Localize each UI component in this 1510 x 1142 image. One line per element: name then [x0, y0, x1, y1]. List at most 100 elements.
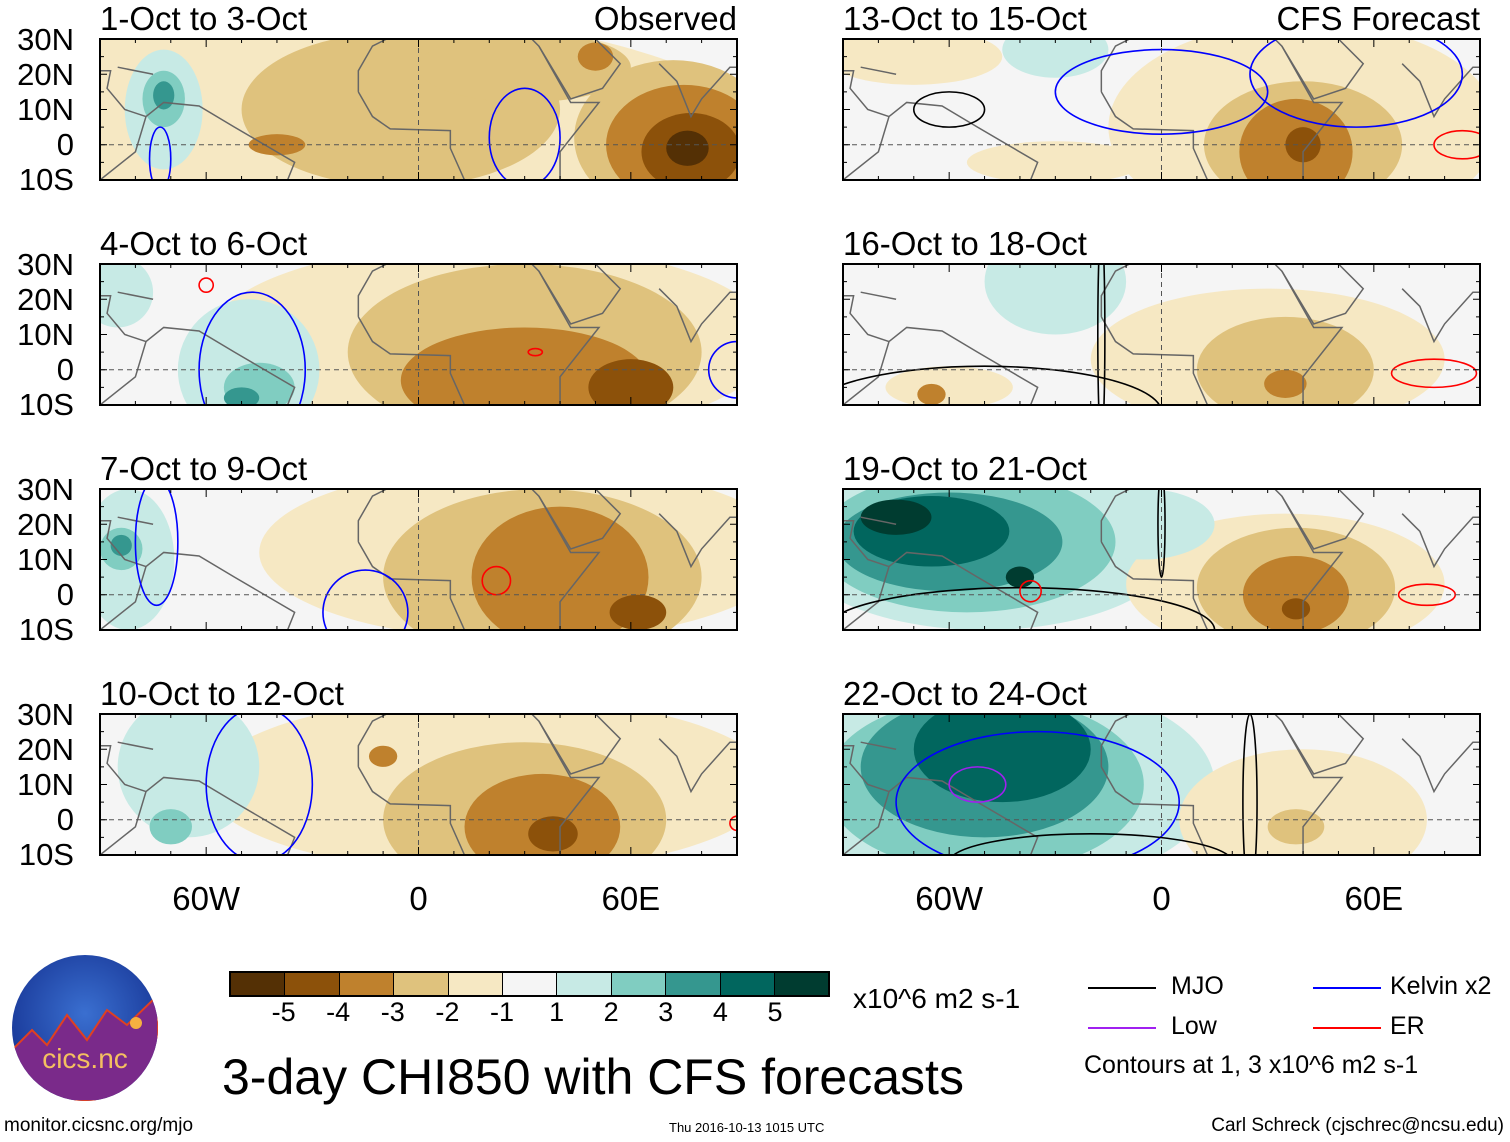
- colorbar-swatch: [448, 973, 503, 995]
- coastline: [860, 66, 897, 75]
- anomaly-region: [1264, 369, 1307, 398]
- coastline: [100, 326, 296, 405]
- mjo-contour: [843, 365, 1161, 405]
- mjo-contour: [1157, 489, 1166, 578]
- colorbar-swatch: [285, 973, 340, 995]
- anomaly-region: [917, 383, 946, 405]
- anomaly-region: [223, 387, 260, 405]
- lon-tick-label: 0: [409, 880, 428, 917]
- lon-tick-label: 60W: [172, 880, 241, 917]
- panel-title: 10-Oct to 12-Oct: [100, 675, 344, 712]
- footer-url[interactable]: monitor.cicsnc.org/mjo: [4, 1115, 194, 1136]
- coastline: [100, 744, 147, 793]
- coastline: [1100, 714, 1344, 855]
- coastline: [1401, 513, 1480, 569]
- lat-tick-label: 0: [56, 127, 74, 162]
- coastline: [843, 101, 1039, 180]
- map-panel: [842, 38, 1481, 181]
- mountain-icon: [12, 992, 158, 1101]
- lat-tick-label: 0: [56, 352, 74, 387]
- contour-note: Contours at 1, 3 x10^6 m2 s-1: [1084, 1051, 1419, 1079]
- kelvin-contour: [1249, 39, 1464, 128]
- er-contour: [1390, 358, 1478, 389]
- coastline: [1100, 264, 1344, 405]
- coastline: [538, 39, 622, 100]
- kelvin-contour: [148, 126, 172, 180]
- coastline: [538, 264, 622, 325]
- lon-tick-label: 60E: [601, 880, 661, 917]
- logo-text: cics.nc: [42, 1043, 128, 1074]
- colorbar-label: -2: [435, 997, 460, 1027]
- lon-tick-label: 60W: [915, 880, 984, 917]
- coastline: [538, 714, 622, 775]
- colorbar-label: 5: [767, 997, 783, 1027]
- coastline: [658, 63, 737, 119]
- low-contour: [948, 766, 1007, 803]
- coastline: [1100, 489, 1344, 630]
- coastline: [658, 288, 737, 344]
- colorbar-label: -4: [326, 997, 351, 1027]
- coastline: [860, 741, 897, 750]
- kelvin-contour: [322, 569, 409, 630]
- coastline: [100, 519, 147, 568]
- anomaly-region: [418, 39, 631, 103]
- er-contour: [1019, 579, 1042, 603]
- anomaly-region: [1196, 316, 1374, 405]
- anomaly-region: [843, 39, 1003, 85]
- legend-low-line: [1088, 1027, 1156, 1029]
- anomaly-region: [153, 81, 175, 110]
- legend-mjo-line: [1088, 987, 1156, 989]
- mjo-contour: [952, 833, 1230, 855]
- lat-tick-label: 30N: [17, 697, 74, 732]
- lat-tick-label: 10N: [17, 317, 74, 352]
- panel-title: 16-Oct to 18-Oct: [843, 225, 1087, 262]
- colorbar: [229, 971, 831, 997]
- coastline: [117, 66, 154, 75]
- figure-title: 3-day CHI850 with CFS forecasts: [222, 1049, 964, 1105]
- colorbar-label: -5: [271, 997, 296, 1027]
- coastline: [658, 738, 737, 794]
- legend-er-line: [1313, 1027, 1381, 1029]
- anomaly-region: [471, 506, 649, 630]
- anomaly-region: [110, 534, 132, 556]
- lon-tick-label: 60E: [1344, 880, 1404, 917]
- colorbar-swatch: [611, 973, 667, 995]
- anomaly-region: [1281, 598, 1311, 620]
- lat-tick-label: 10N: [17, 767, 74, 802]
- anomaly-region: [609, 594, 667, 630]
- anomaly-region: [149, 809, 193, 845]
- legend-low: Low: [1171, 1012, 1217, 1040]
- colorbar-swatch: [339, 973, 395, 995]
- lat-tick-label: 10N: [17, 92, 74, 127]
- coastline: [357, 264, 601, 405]
- lat-tick-label: 20N: [17, 57, 74, 92]
- anomaly-region: [464, 773, 621, 855]
- panel-label: Observed: [593, 0, 737, 37]
- panel-title: 19-Oct to 21-Oct: [843, 450, 1087, 487]
- colorbar-label: -3: [380, 997, 405, 1027]
- lat-tick-label: 10S: [18, 837, 74, 872]
- coastline: [117, 516, 154, 525]
- coastline: [117, 291, 154, 300]
- lat-tick-label: 10S: [18, 612, 74, 647]
- coastline: [1401, 738, 1480, 794]
- map-panel: [842, 713, 1481, 856]
- kelvin-contour: [488, 87, 561, 180]
- legend-er: ER: [1390, 1012, 1425, 1040]
- anomaly-region: [984, 264, 1127, 335]
- mjo-contour: [912, 91, 986, 128]
- lon-tick-label: 0: [1152, 880, 1171, 917]
- anomaly-region: [117, 714, 260, 838]
- kelvin-contour: [134, 489, 179, 607]
- kelvin-contour: [707, 340, 737, 399]
- coastline: [1281, 714, 1365, 775]
- footer-author: Carl Schreck (cjschrec@ncsu.edu): [1211, 1115, 1504, 1136]
- coastline: [1281, 264, 1365, 325]
- cics-logo: cics.nc: [12, 955, 158, 1101]
- anomaly-region: [100, 264, 154, 328]
- coastline: [100, 551, 296, 630]
- panel-title: 4-Oct to 6-Oct: [100, 225, 308, 262]
- lat-tick-label: 30N: [17, 22, 74, 57]
- colorbar-label: 2: [603, 997, 619, 1027]
- coastline: [843, 294, 890, 343]
